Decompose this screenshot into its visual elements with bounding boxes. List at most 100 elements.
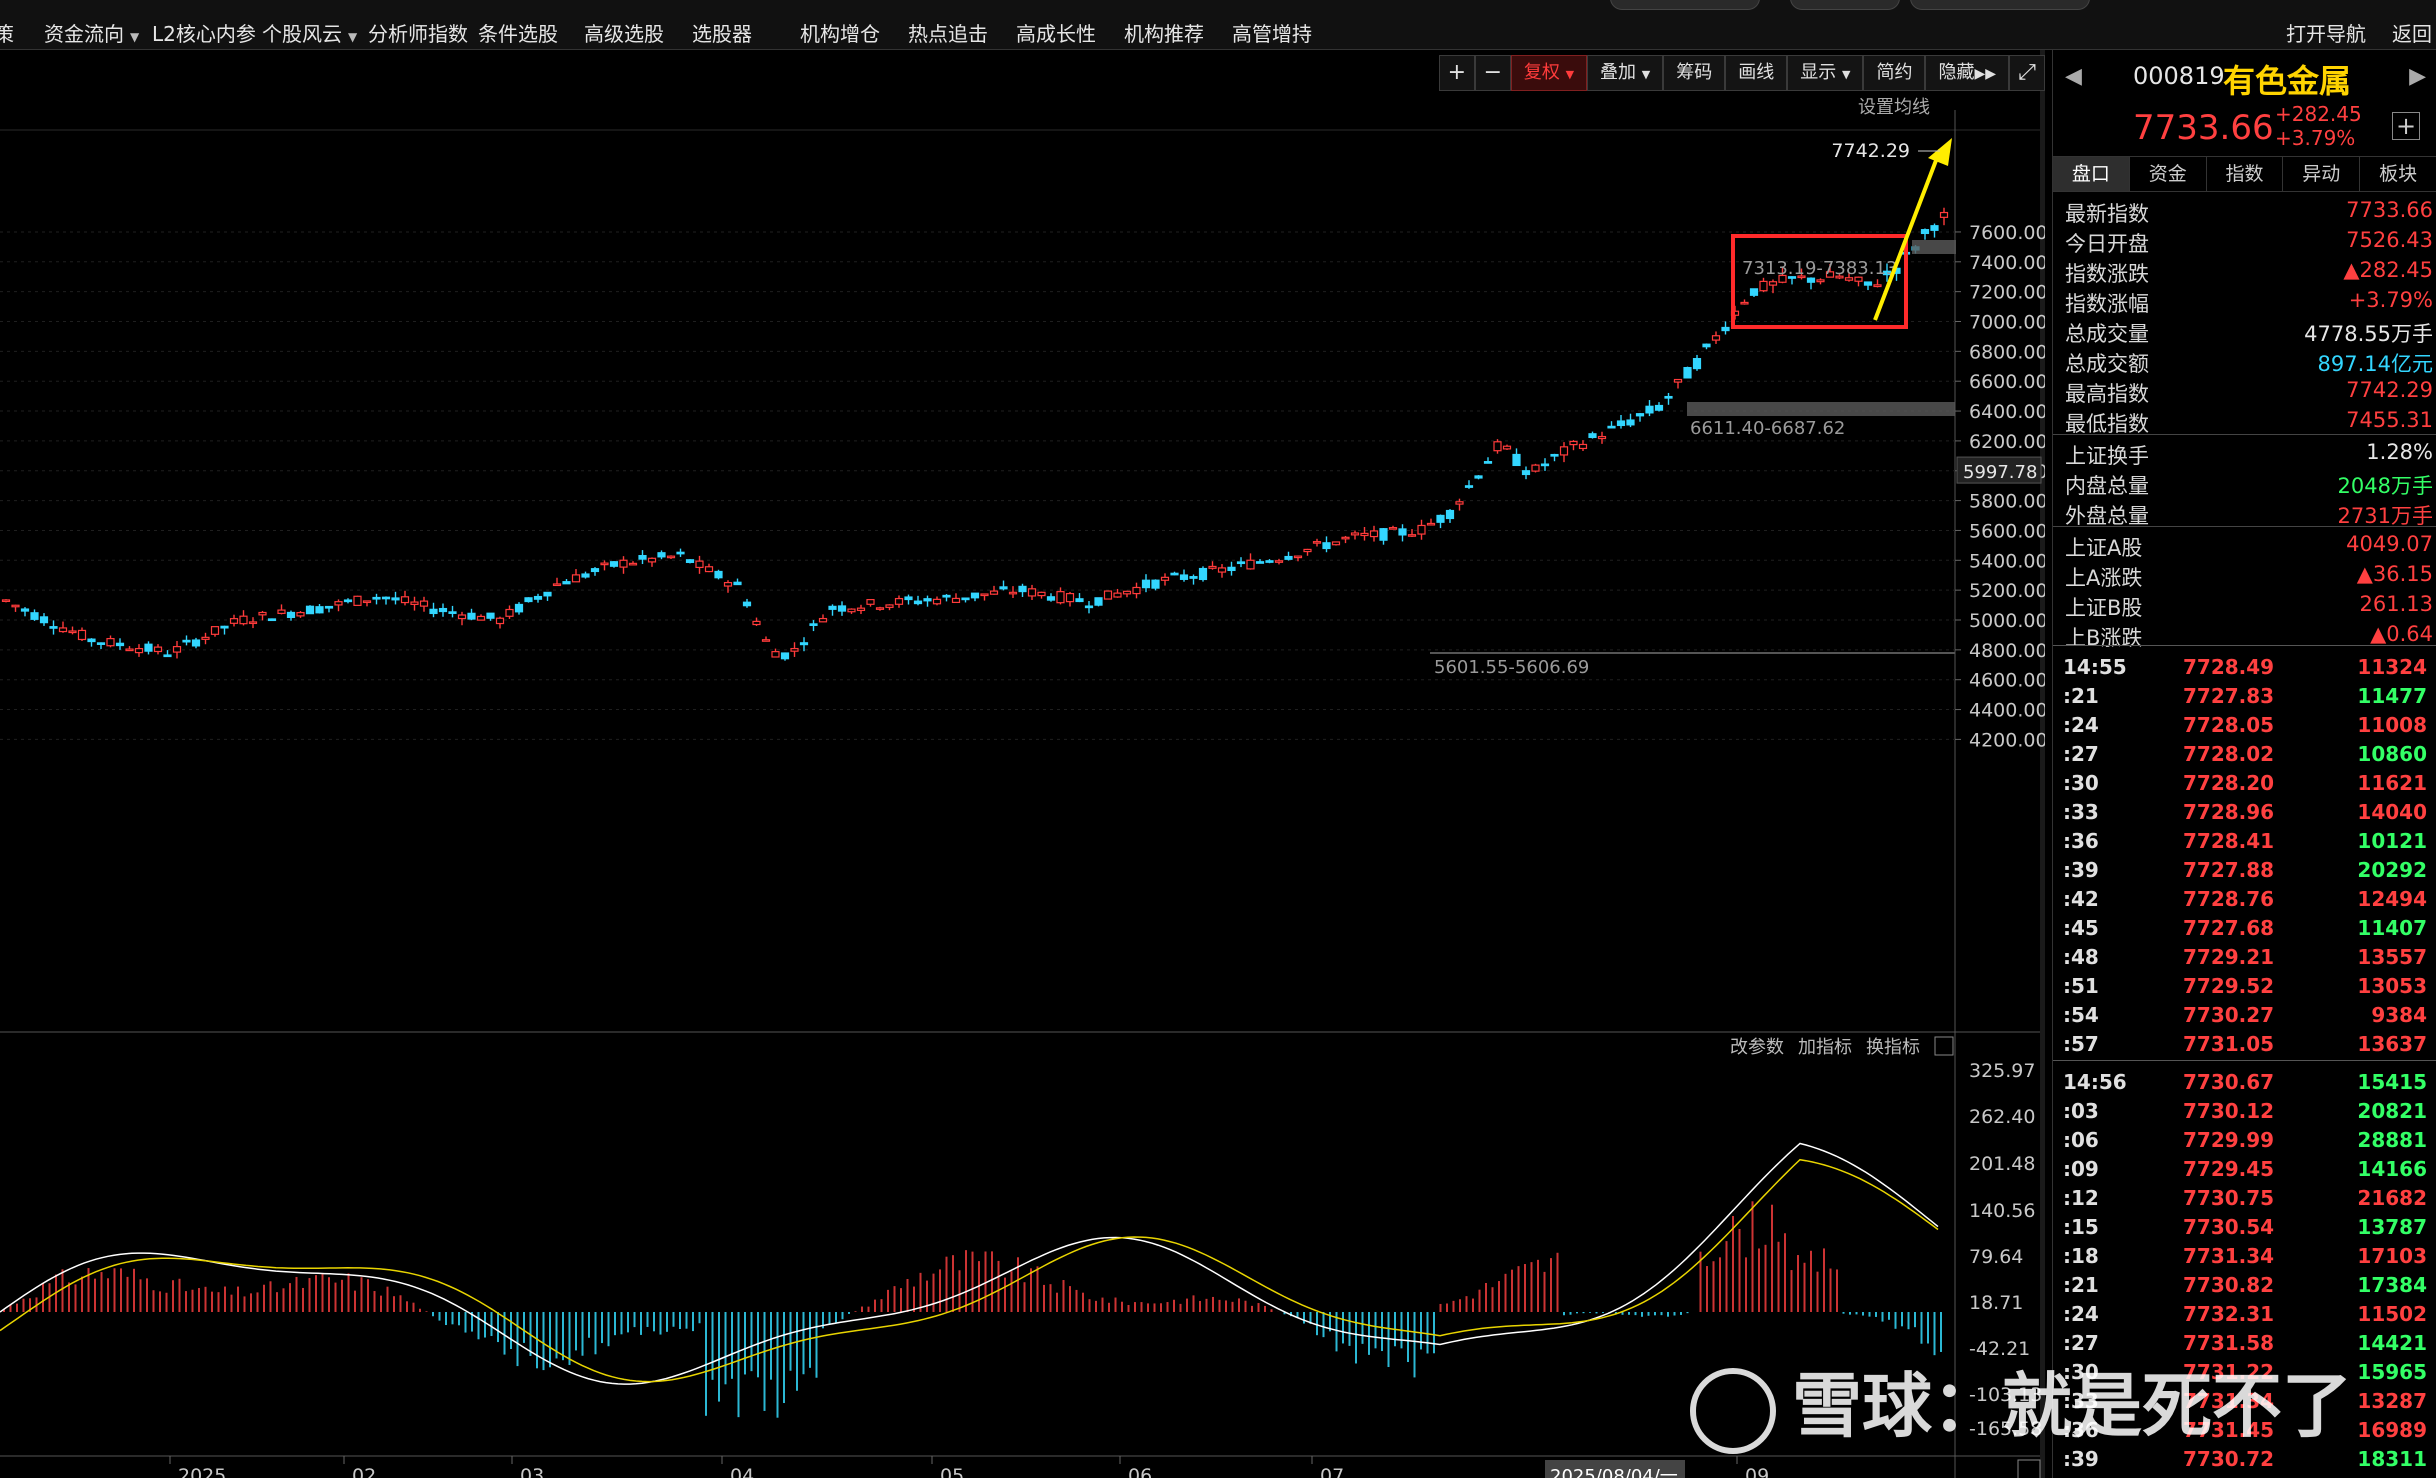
tick-volume: 11407 bbox=[2357, 916, 2427, 940]
panel-tab-1[interactable]: 资金 bbox=[2130, 157, 2207, 191]
zoom-out-button[interactable]: − bbox=[1474, 55, 1511, 91]
menu-item-label: 机构推荐 bbox=[1124, 22, 1204, 46]
chips-button[interactable]: 筹码 bbox=[1663, 55, 1726, 91]
tick-list[interactable]: 14:55 7728.49 11324:21 7727.83 11477:24 7728.… bbox=[2053, 645, 2436, 1472]
tick-price: 7731.22 bbox=[2183, 1360, 2275, 1384]
tick-time: :36 bbox=[2063, 1418, 2099, 1442]
candle-body bbox=[1797, 275, 1806, 279]
simple-mode-button[interactable]: 简约 bbox=[1863, 55, 1926, 91]
display-dropdown[interactable]: 显示 ▼ bbox=[1787, 55, 1864, 91]
quote-panel: ◀ 000819 有色金属 ▶ 7733.66 +282.45 +3.79% +… bbox=[2052, 50, 2436, 1478]
menu-item-6[interactable]: 高级选股 bbox=[584, 0, 664, 50]
ma-settings-button[interactable]: 设置均线 bbox=[1858, 97, 1930, 118]
panel-tab-4[interactable]: 板块 bbox=[2360, 157, 2436, 191]
candle-body bbox=[524, 597, 533, 603]
menu-item-10[interactable]: 高成长性 bbox=[1016, 0, 1096, 50]
draw-line-button[interactable]: 画线 bbox=[1725, 55, 1788, 91]
menu-item-12[interactable]: 高管增持 bbox=[1232, 0, 1312, 50]
y-tick-label: 7000.00 bbox=[1969, 312, 2045, 334]
title-pill-2[interactable] bbox=[1910, 0, 2090, 10]
candle-body bbox=[1027, 588, 1037, 597]
candle-body bbox=[1388, 527, 1398, 530]
candle-body bbox=[799, 642, 809, 646]
close-indicator-icon[interactable] bbox=[1934, 1036, 1954, 1056]
candle-body bbox=[1645, 405, 1654, 414]
indicator-tick-label: 201.48 bbox=[1969, 1153, 2035, 1175]
kline-chart-svg[interactable]: 7600.00 7400.00 7200.00 7000.00 6800.00 6600.… bbox=[0, 50, 2045, 1478]
menu-item-1[interactable]: 资金流向 ▼ bbox=[44, 0, 139, 50]
add-watchlist-icon[interactable]: + bbox=[2392, 112, 2420, 140]
menu-item-4[interactable]: 分析师指数 bbox=[368, 0, 468, 50]
tick-volume: 11621 bbox=[2357, 771, 2427, 795]
kline-chart-area[interactable]: 7600.00 7400.00 7200.00 7000.00 6800.00 6600.… bbox=[0, 50, 2045, 1478]
candle-body bbox=[505, 608, 514, 617]
menu-item-2[interactable]: L2核心内参 bbox=[152, 0, 256, 50]
scroll-right-icon[interactable] bbox=[2017, 1459, 2041, 1478]
quote-label: 总成交量 bbox=[2065, 322, 2149, 346]
chevron-down-icon: ▼ bbox=[348, 30, 358, 44]
menu-item-7[interactable]: 选股器 bbox=[692, 0, 752, 50]
candle-body bbox=[144, 643, 153, 652]
quote-value: 2048万手 bbox=[2337, 474, 2433, 498]
quote-value: ▲282.45 bbox=[2343, 258, 2433, 282]
panel-tabs: 盘口 资金 指数 异动 板块 bbox=[2053, 156, 2436, 192]
consolidation-box bbox=[1731, 234, 1908, 329]
chevron-down-icon: ▼ bbox=[130, 30, 140, 44]
x-tick-label: 06 bbox=[1128, 1465, 1152, 1478]
splitter[interactable] bbox=[2040, 50, 2045, 1478]
back-button[interactable]: 返回 bbox=[2392, 22, 2432, 46]
tick-price: 7728.41 bbox=[2183, 829, 2275, 853]
quote-value: 4049.07 bbox=[2346, 532, 2433, 556]
candle-body bbox=[1445, 509, 1455, 520]
candle-body bbox=[467, 612, 476, 620]
panel-tab-3[interactable]: 异动 bbox=[2283, 157, 2361, 191]
zoom-in-button[interactable]: + bbox=[1438, 55, 1475, 91]
hide-button[interactable]: 隐藏▶▶ bbox=[1925, 55, 2009, 91]
tick-volume: 15965 bbox=[2357, 1360, 2427, 1384]
menu-item-0[interactable]: 策 bbox=[0, 0, 14, 50]
tick-time: :54 bbox=[2063, 1003, 2099, 1027]
candle-body bbox=[1835, 275, 1844, 279]
candle-body bbox=[1398, 528, 1407, 536]
candle-body bbox=[1179, 574, 1189, 580]
candle-body bbox=[125, 648, 134, 652]
fuquan-dropdown[interactable]: 复权 ▼ bbox=[1510, 55, 1588, 91]
open-nav-button[interactable]: 打开导航 bbox=[2286, 22, 2366, 46]
overlay-dropdown[interactable]: 叠加 ▼ bbox=[1587, 55, 1664, 91]
candle-body bbox=[457, 614, 467, 620]
menu-item-5[interactable]: 条件选股 bbox=[478, 0, 558, 50]
candle-body bbox=[1113, 592, 1122, 598]
panel-tab-2[interactable]: 指数 bbox=[2207, 157, 2284, 191]
title-pill-1[interactable] bbox=[1790, 0, 1900, 10]
tick-price: 7728.49 bbox=[2183, 655, 2275, 679]
fullscreen-button[interactable]: ⤢ bbox=[2009, 55, 2045, 91]
candle-body bbox=[657, 552, 666, 558]
candle-body bbox=[400, 596, 410, 604]
candle-body bbox=[305, 605, 315, 615]
x-tick-label: 04 bbox=[730, 1465, 754, 1478]
panel-tab-0[interactable]: 盘口 bbox=[2053, 157, 2130, 191]
candle-body bbox=[277, 609, 286, 614]
candle-body bbox=[543, 591, 552, 597]
tick-volume: 17384 bbox=[2357, 1273, 2427, 1297]
prev-stock-icon[interactable]: ◀ bbox=[2065, 64, 2082, 89]
chevron-down-icon: ▼ bbox=[1565, 68, 1575, 81]
menu-item-11[interactable]: 机构推荐 bbox=[1124, 0, 1204, 50]
candle-body bbox=[1521, 470, 1531, 476]
next-stock-icon[interactable]: ▶ bbox=[2409, 64, 2426, 89]
tick-row: :36 7731.45 16989 bbox=[2053, 1414, 2436, 1443]
tick-row: 14:55 7728.49 11324 bbox=[2053, 651, 2436, 680]
menu-item-8[interactable]: 机构增仓 bbox=[800, 0, 880, 50]
candle-body bbox=[1350, 532, 1360, 536]
candle-body bbox=[1274, 560, 1284, 563]
quote-row: 最新指数 7733.66 bbox=[2053, 194, 2436, 226]
breakout-arrow-head bbox=[1928, 138, 1952, 166]
menu-item-3[interactable]: 个股风云 ▼ bbox=[262, 0, 357, 50]
candle-body bbox=[761, 639, 771, 642]
tick-volume: 14040 bbox=[2357, 800, 2427, 824]
candle-body bbox=[1702, 343, 1711, 348]
candle-body bbox=[163, 654, 172, 658]
candle-body bbox=[1141, 579, 1151, 589]
title-pill-0[interactable] bbox=[1610, 0, 1760, 10]
menu-item-9[interactable]: 热点追击 bbox=[908, 0, 988, 50]
